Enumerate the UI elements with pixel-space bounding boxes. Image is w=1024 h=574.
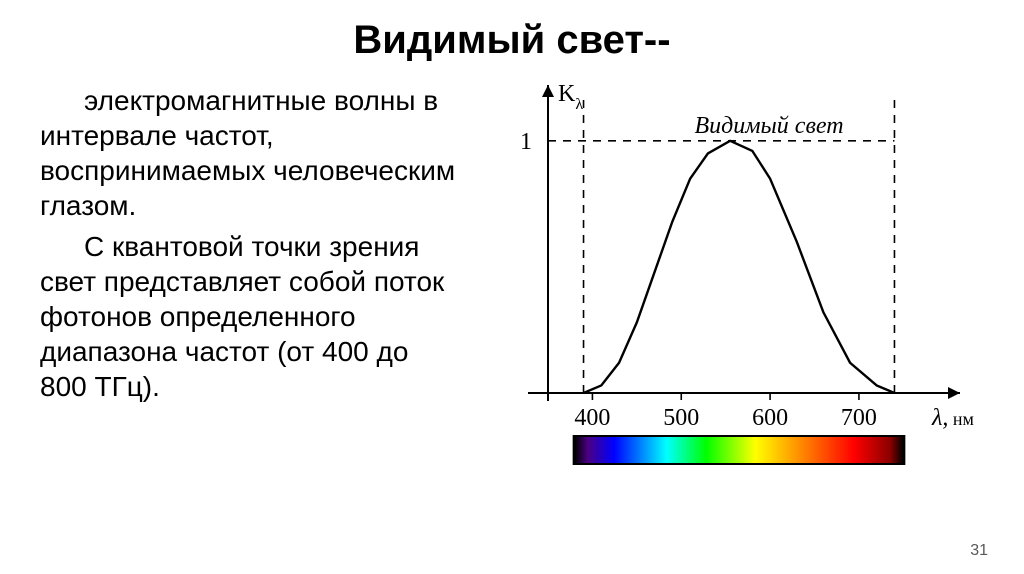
paragraph-2: С квантовой точки зрения свет представля… bbox=[40, 229, 460, 404]
svg-text:Видимый свет: Видимый свет bbox=[694, 113, 843, 139]
svg-text:500: 500 bbox=[663, 405, 699, 431]
text-column: электромагнитные волны в интервале часто… bbox=[40, 83, 460, 523]
content: электромагнитные волны в интервале часто… bbox=[0, 63, 1024, 523]
svg-text:Kλ: Kλ bbox=[558, 81, 583, 113]
visible-light-chart: 1 Kλ 400 500 600 700 λ, нм Видимый свет bbox=[470, 73, 990, 513]
svg-text:λ, нм: λ, нм bbox=[931, 405, 974, 431]
svg-text:700: 700 bbox=[841, 405, 877, 431]
svg-text:1: 1 bbox=[520, 129, 532, 155]
paragraph-1: электромагнитные волны в интервале часто… bbox=[40, 83, 460, 223]
chart-column: 1 Kλ 400 500 600 700 λ, нм Видимый свет bbox=[460, 83, 984, 523]
slide-title: Видимый свет-- bbox=[0, 0, 1024, 63]
svg-text:400: 400 bbox=[574, 405, 610, 431]
svg-text:600: 600 bbox=[752, 405, 788, 431]
page-number: 31 bbox=[970, 542, 988, 560]
